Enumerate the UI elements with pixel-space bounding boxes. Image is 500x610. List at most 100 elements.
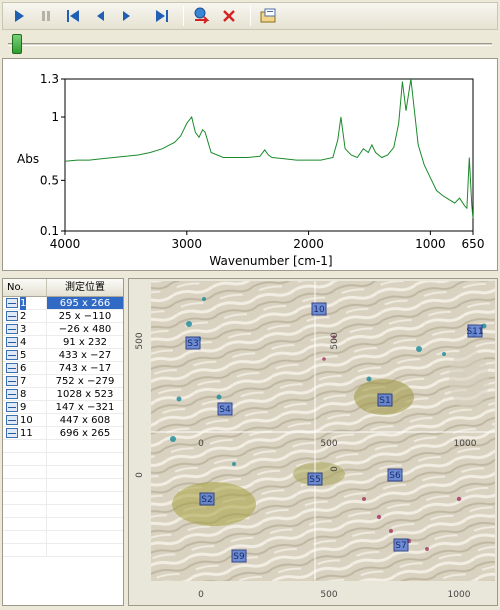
measurement-marker[interactable] <box>393 538 409 552</box>
header-no[interactable]: No. <box>3 279 47 296</box>
measurement-marker[interactable] <box>307 472 323 486</box>
list-item-number: 7 <box>3 375 47 387</box>
empty-row <box>3 505 123 518</box>
list-item[interactable]: 9 147 x −321 <box>3 401 123 414</box>
left-ruler <box>129 279 151 605</box>
measurement-marker[interactable] <box>311 302 327 316</box>
list-item[interactable]: 3 −26 x 480 <box>3 323 123 336</box>
spectrum-icon <box>6 337 18 347</box>
spectrum-icon <box>6 363 18 373</box>
toolbar-separator <box>250 6 251 26</box>
marker-label: 10 <box>313 305 325 315</box>
first-icon[interactable] <box>61 5 85 27</box>
list-item[interactable]: 4 91 x 232 <box>3 336 123 349</box>
center-tick-label: 0 <box>330 466 340 472</box>
x-tick-label: 4000 <box>50 237 81 251</box>
spectrum-icon <box>6 389 18 399</box>
list-item-number: 2 <box>3 310 47 322</box>
marker-label: S4 <box>219 405 231 415</box>
list-item[interactable]: 5 433 x −27 <box>3 349 123 362</box>
left-tick-label: 0 <box>135 472 145 478</box>
marker-label: S6 <box>389 471 401 481</box>
spectrum-icon <box>6 311 18 321</box>
marker-label: S2 <box>201 495 212 505</box>
list-item[interactable]: 1 695 x 266 <box>3 296 123 310</box>
row-number: 4 <box>20 336 27 348</box>
toolbar <box>2 2 498 30</box>
list-item[interactable]: 7 752 x −279 <box>3 375 123 388</box>
prev-icon[interactable] <box>88 5 112 27</box>
play-icon[interactable] <box>7 5 31 27</box>
marker-label: S9 <box>233 552 245 562</box>
x-tick-label: 650 <box>462 237 485 251</box>
header-position[interactable]: 測定位置 <box>65 282 105 293</box>
marker-label: S11 <box>466 327 483 337</box>
row-position: 25 x −110 <box>58 311 112 322</box>
last-icon[interactable] <box>150 5 174 27</box>
bottom-tick-label: 1000 <box>448 590 471 600</box>
empty-row <box>3 479 123 492</box>
bottom-tick-label: 0 <box>198 590 204 600</box>
empty-row <box>3 453 123 466</box>
transfer-icon[interactable] <box>190 5 214 27</box>
list-item-number: 4 <box>3 336 47 348</box>
row-number: 8 <box>20 388 27 400</box>
list-item-number: 11 <box>3 427 47 439</box>
empty-row <box>3 492 123 505</box>
toolbar-separator <box>183 6 184 26</box>
sample-image: 500 0 500 0 0 500 1000 0 500 1000 10 S3 S4 S1 S11 S5 S6… <box>129 279 497 605</box>
list-header: No. 測定位置 <box>3 279 123 297</box>
row-position: 1028 x 523 <box>56 389 114 400</box>
row-position: 91 x 232 <box>62 337 108 348</box>
spectrum-icon <box>6 376 18 386</box>
measurement-slider[interactable] <box>2 32 498 56</box>
spectrum-icon <box>6 324 18 334</box>
empty-row <box>3 518 123 531</box>
measurement-list: No. 測定位置 1 695 x 266 2 25 x −110 3 −26 x 480 4… <box>2 278 124 606</box>
list-item[interactable]: 8 1028 x 523 <box>3 388 123 401</box>
delete-icon[interactable] <box>217 5 241 27</box>
list-item-number: 6 <box>3 362 47 374</box>
x-axis-label: Wavenumber [cm-1] <box>209 254 332 268</box>
measurement-marker[interactable] <box>231 549 247 563</box>
x-tick-label: 1000 <box>415 237 446 251</box>
spectrum-icon <box>6 298 18 308</box>
measurement-marker[interactable] <box>217 402 233 416</box>
bottom-tick-label: 500 <box>320 590 337 600</box>
y-tick-label: 0.5 <box>40 173 59 187</box>
marker-label: S1 <box>379 396 390 406</box>
measurement-marker[interactable] <box>467 324 483 338</box>
slider-track <box>8 43 492 46</box>
next-icon[interactable] <box>115 5 139 27</box>
measurement-marker[interactable] <box>387 468 403 482</box>
empty-row <box>3 466 123 479</box>
row-number: 7 <box>20 375 27 387</box>
sample-image-view: 500 0 500 0 0 500 1000 0 500 1000 10 S3 S4 S1 S11 S5 S6… <box>128 278 498 606</box>
pause-icon[interactable] <box>34 5 58 27</box>
row-position: −26 x 480 <box>58 324 112 335</box>
row-number: 9 <box>20 401 27 413</box>
empty-row <box>3 531 123 544</box>
slider-thumb[interactable] <box>12 34 22 54</box>
row-position: 743 x −17 <box>58 363 112 374</box>
measurement-marker[interactable] <box>199 492 215 506</box>
marker-label: S5 <box>309 475 320 485</box>
empty-row <box>3 544 123 557</box>
center-tick-label: 500 <box>330 332 340 349</box>
measurement-marker[interactable] <box>377 393 393 407</box>
list-item[interactable]: 10 447 x 608 <box>3 414 123 427</box>
list-item[interactable]: 11 696 x 265 <box>3 427 123 440</box>
export-icon[interactable] <box>257 5 281 27</box>
list-item-number: 3 <box>3 323 47 335</box>
row-position: 147 x −321 <box>55 402 115 413</box>
list-item-number: 9 <box>3 401 47 413</box>
row-number: 1 <box>20 296 27 310</box>
mid-tick-label: 500 <box>320 439 337 449</box>
y-tick-label: 0.1 <box>40 224 59 238</box>
list-item[interactable]: 2 25 x −110 <box>3 310 123 323</box>
measurement-marker[interactable] <box>185 336 201 350</box>
list-item[interactable]: 6 743 x −17 <box>3 362 123 375</box>
list-item-number: 1 <box>3 296 47 310</box>
list-body: 1 695 x 266 2 25 x −110 3 −26 x 480 4 91 x 232 5… <box>3 296 123 557</box>
